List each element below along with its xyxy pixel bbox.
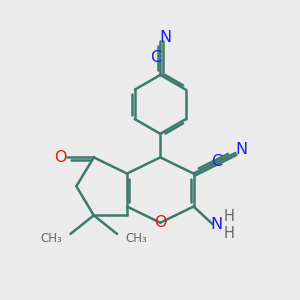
Text: N: N bbox=[160, 30, 172, 45]
Text: C: C bbox=[212, 154, 223, 169]
Text: O: O bbox=[154, 215, 167, 230]
Text: H: H bbox=[224, 226, 234, 241]
Text: CH₃: CH₃ bbox=[40, 232, 62, 245]
Text: N: N bbox=[236, 142, 248, 157]
Text: H: H bbox=[224, 209, 234, 224]
Text: N: N bbox=[210, 217, 222, 232]
Text: O: O bbox=[54, 150, 67, 165]
Text: CH₃: CH₃ bbox=[125, 232, 147, 245]
Text: C: C bbox=[150, 50, 161, 65]
